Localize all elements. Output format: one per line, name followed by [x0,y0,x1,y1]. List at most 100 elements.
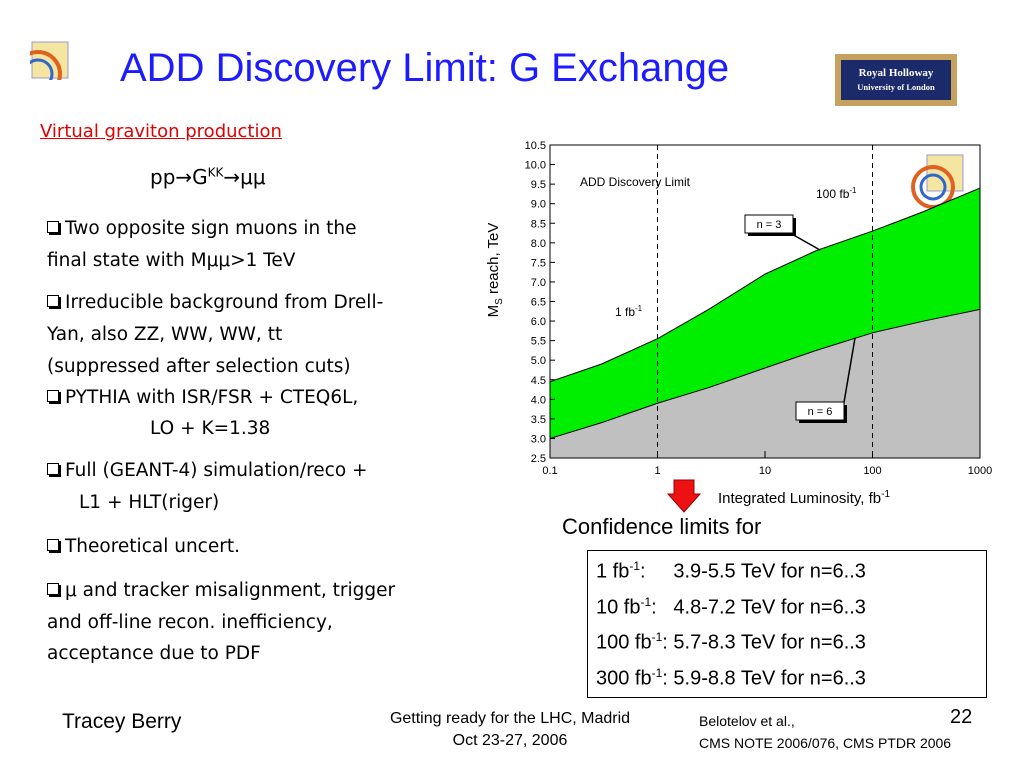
x-label-text: Integrated Luminosity, fb [718,490,881,507]
curve [549,187,981,383]
bullet-line: acceptance due to PDF [47,638,261,669]
x-tick-label: 100 [863,465,881,477]
bullet-line: and off-line recon. inefficiency, [47,607,333,638]
bullet-line: Two opposite sign muons in the [47,213,357,244]
y-tick-label: 8.5 [531,218,546,230]
formula-part: → [223,165,241,189]
y-tick-label: 3.0 [531,433,546,445]
refs: Belotelov et al., CMS NOTE 2006/076, CMS … [699,710,951,754]
logo-text: University of London [857,82,935,92]
bullet-text: PYTHIA with ISR/FSR + CTEQ6L, [65,387,359,408]
bullet-text: Full (GEANT-4) simulation/reco + [65,460,368,481]
bullet-box [47,583,59,595]
bullet-line: LO + K=1.38 [150,413,270,444]
x-tick-label: 1 [654,465,660,477]
limit-row: 100 fb-1: 5.7-8.3 TeV for n=6..3 [596,630,866,655]
bullet-line: Full (GEANT-4) simulation/reco + [47,455,368,486]
x-label-sup: -1 [881,489,890,500]
y-tick-label: 6.0 [531,316,546,328]
page-number: 22 [950,706,973,728]
bullet-text: LO + K=1.38 [150,418,271,439]
logo-text: Royal Holloway [859,67,934,79]
y-tick-label: 6.5 [531,297,546,309]
label-box [744,214,794,234]
limit-row: 1 fb-1: 3.9-5.5 TeV for n=6..3 [596,559,866,584]
annotation-text: 100 fb [816,187,850,201]
bullet-line: μ and tracker misalignment, trigger [47,575,395,606]
y-tick-label: 5.0 [531,355,546,367]
bullet-text: Two opposite sign muons in the [65,218,357,239]
row-unit: -1 [651,665,663,680]
annotation-text: 1 fb [615,305,635,319]
label-box [795,401,845,421]
row-lumi: 1 fb [596,560,630,583]
bullet-text: and off-line recon. inefficiency, [47,612,333,633]
bullet-text: final state with Mμμ>1 TeV [47,250,296,271]
cms-logo [30,41,69,80]
bullet-box [47,539,59,551]
area-fill [550,188,980,439]
bullet-box [47,295,59,307]
bullet-line: Theoretical uncert. [47,531,240,562]
bullet-text: acceptance due to PDF [47,643,261,664]
row-unit: -1 [651,630,663,644]
y-label-text: reach, TeV [485,223,502,299]
formula-part: μμ [240,165,266,189]
royal-holloway-logo: Royal Holloway University of London [835,54,957,106]
bullet-text: Irreducible background from Drell- [65,292,384,313]
event: Getting ready for the LHC, Madrid Oct 23-… [350,708,670,752]
row-text: : 4.8-7.2 TeV for n=6..3 [651,596,866,619]
y-tick-label: 4.0 [531,394,546,406]
annotation: 1 fb-1 [615,304,643,319]
annotation-sup: -1 [849,186,857,195]
bullet-line: L1 + HLT(riger) [79,487,219,518]
row-lumi: 100 fb [596,631,652,654]
y-tick-label: 7.0 [531,277,546,289]
row-unit: -1 [640,594,652,609]
row-text: : 3.9-5.5 TeV for n=6..3 [640,560,866,583]
bullet-text: Yan, also ZZ, WW, WW, tt [47,324,283,345]
event-line: Getting ready for the LHC, Madrid [389,710,631,727]
limits-title: Confidence limits for [562,514,762,539]
bullet-text: Theoretical uncert. [65,536,240,557]
chart: ADD Discovery Limit 2.5 3.0 3.5 4.0 4.5 5.0 5.… [485,140,992,507]
x-tick-label: 1000 [968,465,992,477]
y-label-text: M [485,305,502,318]
down-arrow [666,479,702,513]
limits-box [587,550,987,698]
bullet-box [47,390,59,402]
y-tick-label: 7.5 [531,257,546,269]
chart-title: ADD Discovery Limit [580,175,691,189]
y-label-sub: S [494,298,505,305]
bullet-box [47,463,59,475]
ref-line: CMS NOTE 2006/076, CMS PTDR 2006 [699,735,952,751]
event-line: Oct 23-27, 2006 [452,732,568,749]
formula-part: KK [207,165,224,180]
y-tick-label: 5.5 [531,336,546,348]
annotation-sup: -1 [635,304,643,313]
series-label: n = 3 [757,219,782,231]
y-axis-label: MS reach, TeV [485,223,505,318]
y-tick-label: 10.0 [525,160,546,172]
y-tick-label: 3.5 [531,414,546,426]
bullet-text: L1 + HLT(riger) [79,492,220,513]
series-label: n = 6 [808,406,833,418]
y-tick-label: 10.5 [525,140,546,152]
bullet-line: PYTHIA with ISR/FSR + CTEQ6L, [47,382,358,413]
y-tick-label: 9.0 [531,199,546,211]
row-text: : 5.9-8.8 TeV for n=6..3 [662,667,866,690]
bullet-line: Irreducible background from Drell- [47,287,383,318]
bullet-text: (suppressed after selection cuts) [47,356,351,377]
limit-row: 10 fb-1: 4.8-7.2 TeV for n=6..3 [596,595,866,620]
y-tick-label: 9.5 [531,179,546,191]
x-tick-label: 10 [759,465,771,477]
formula-part: G [192,165,208,189]
bullet-box [47,221,59,233]
formula-part: pp [150,165,176,189]
x-axis-label: Integrated Luminosity, fb-1 [718,489,890,507]
limit-row: 300 fb-1: 5.9-8.8 TeV for n=6..3 [596,666,866,691]
bullet-text: μ and tracker misalignment, trigger [65,580,396,601]
formula: pp→GKK→μμ [150,165,266,189]
y-tick-label: 4.5 [531,375,546,387]
